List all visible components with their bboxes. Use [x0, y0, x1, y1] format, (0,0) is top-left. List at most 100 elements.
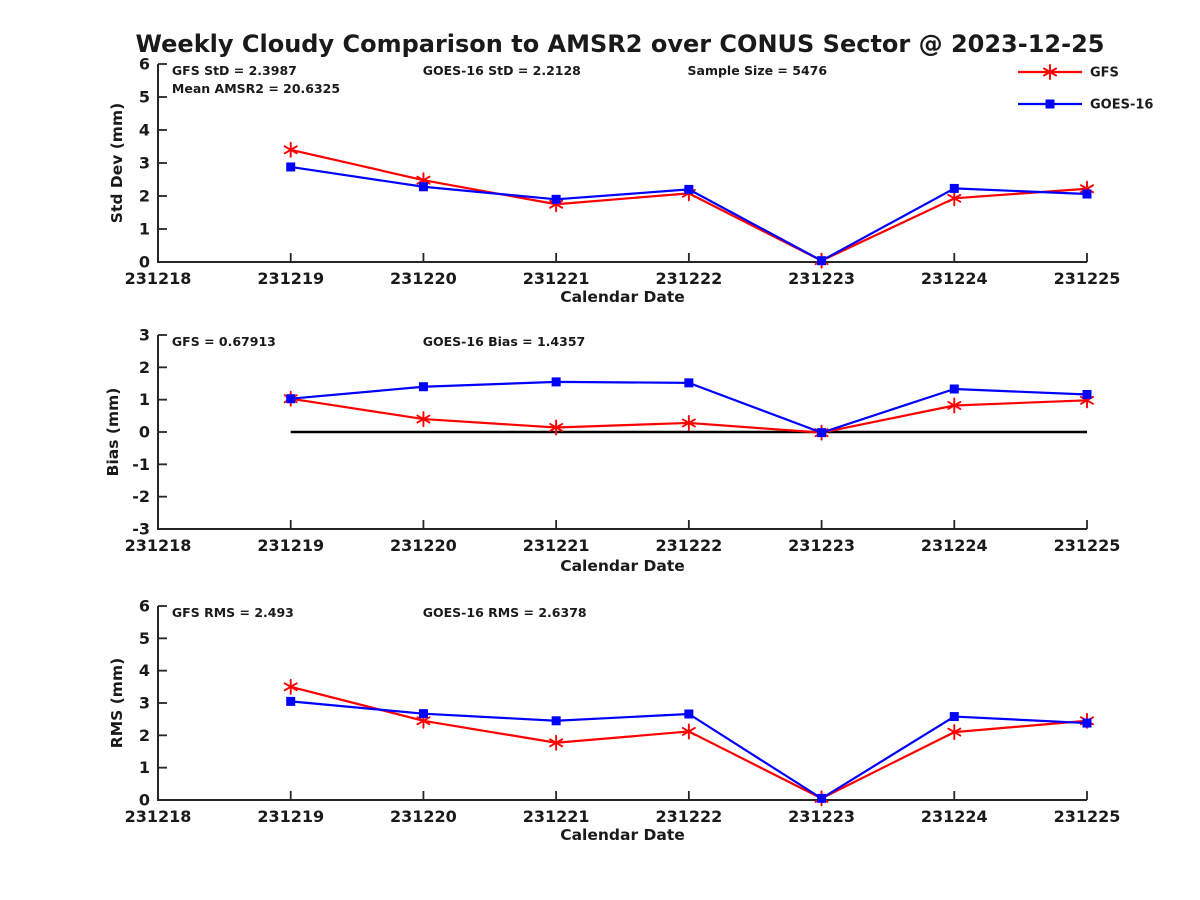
marker-asterisk-gfs: [549, 734, 564, 751]
marker-asterisk-gfs: [681, 723, 696, 740]
marker-square-goes-16: [949, 384, 959, 394]
legend-item-goes-16: GOES-16: [1018, 98, 1153, 113]
chart-title: Weekly Cloudy Comparison to AMSR2 over C…: [135, 30, 1105, 58]
y-tick-label: -3: [132, 520, 150, 539]
y-tick-label: 5: [139, 88, 150, 107]
x-tick-label: 231218: [125, 807, 192, 826]
annotation: GOES-16 StD = 2.2128: [423, 63, 581, 78]
x-tick-label: 231220: [390, 807, 457, 826]
y-tick-label: 6: [139, 597, 150, 616]
marker-square-goes-16: [1082, 189, 1092, 199]
x-tick-label: 231225: [1054, 807, 1121, 826]
marker-square-goes-16: [684, 709, 694, 719]
marker-square-goes-16: [551, 377, 561, 387]
x-tick-label: 231224: [921, 536, 988, 555]
annotation: GFS RMS = 2.493: [172, 605, 294, 620]
annotation: Mean AMSR2 = 20.6325: [172, 81, 340, 96]
marker-asterisk-gfs: [947, 397, 962, 414]
x-axis-label: Calendar Date: [560, 826, 685, 844]
legend-marker: [1042, 64, 1058, 80]
marker-square-goes-16: [551, 716, 561, 726]
y-tick-label: 4: [139, 661, 150, 680]
x-tick-label: 231224: [921, 269, 988, 288]
marker-square-goes-16: [418, 382, 428, 392]
x-tick-label: 231225: [1054, 536, 1121, 555]
y-tick-label: 2: [139, 726, 150, 745]
y-tick-label: 2: [139, 187, 150, 206]
panel-bias: -3 -2 -1 0 1 2 3 231218 231219 231220 231221 231222…: [104, 326, 1120, 576]
x-tick-label: 231218: [125, 269, 192, 288]
annotation: Sample Size = 5476: [688, 63, 828, 78]
marker-square-goes-16: [817, 256, 827, 266]
legend-item-gfs: GFS: [1018, 64, 1119, 81]
marker-asterisk-gfs: [549, 419, 564, 436]
panel-std-dev: 0 1 2 3 4 5 6 231218 231219 231220 231221 231222 231…: [108, 55, 1120, 307]
x-tick-label: 231223: [788, 536, 855, 555]
marker-square-goes-16: [286, 696, 296, 706]
y-axis-label: RMS (mm): [108, 658, 126, 748]
marker-square-goes-16: [949, 183, 959, 193]
x-tick-label: 231223: [788, 269, 855, 288]
series-line-gfs: [290, 148, 1088, 262]
y-tick-label: 2: [139, 358, 150, 377]
x-tick-label: 231218: [125, 536, 192, 555]
y-tick-label: 3: [139, 326, 150, 345]
marker-asterisk-gfs: [947, 190, 962, 207]
y-tick-label: -2: [132, 487, 150, 506]
marker-square-goes-16: [418, 182, 428, 192]
x-tick-label: 231221: [523, 269, 590, 288]
marker-square-goes-16: [949, 712, 959, 722]
marker-square-goes-16: [1082, 718, 1092, 728]
legend-marker: [1045, 99, 1055, 109]
series-line-gfs: [290, 685, 1088, 800]
x-tick-label: 231223: [788, 807, 855, 826]
y-axis-label: Bias (mm): [104, 388, 122, 477]
marker-square-goes-16: [1082, 389, 1092, 399]
y-tick-label: 1: [139, 220, 150, 239]
x-axis-label: Calendar Date: [560, 288, 685, 306]
marker-asterisk-gfs: [947, 724, 962, 741]
marker-square-goes-16: [286, 162, 296, 172]
panel-rms: 0 1 2 3 4 5 6 231218 231219 231220 231221 231222 231…: [108, 597, 1120, 845]
x-tick-label: 231219: [257, 536, 324, 555]
legend-label: GFS: [1090, 66, 1119, 81]
y-tick-label: 6: [139, 55, 150, 74]
y-tick-label: 3: [139, 154, 150, 173]
y-tick-label: 5: [139, 629, 150, 648]
x-tick-label: 231219: [257, 807, 324, 826]
y-tick-label: 0: [139, 253, 150, 272]
x-tick-label: 231221: [523, 807, 590, 826]
annotation: GOES-16 RMS = 2.6378: [423, 605, 587, 620]
x-tick-label: 231222: [655, 269, 722, 288]
marker-square-goes-16: [418, 709, 428, 719]
annotation: GOES-16 Bias = 1.4357: [423, 334, 585, 349]
marker-asterisk-gfs: [416, 411, 431, 428]
marker-square-goes-16: [684, 184, 694, 194]
marker-asterisk-gfs: [681, 414, 696, 431]
y-tick-label: 0: [139, 423, 150, 442]
y-tick-label: 1: [139, 758, 150, 777]
marker-asterisk-gfs: [283, 141, 298, 158]
x-tick-label: 231219: [257, 269, 324, 288]
y-tick-label: -1: [132, 455, 150, 474]
y-tick-label: 1: [139, 390, 150, 409]
y-tick-label: 3: [139, 694, 150, 713]
x-tick-label: 231225: [1054, 269, 1121, 288]
marker-square-goes-16: [551, 194, 561, 204]
annotation: GFS StD = 2.3987: [172, 63, 297, 78]
annotation: GFS = 0.67913: [172, 334, 276, 349]
x-tick-label: 231222: [655, 807, 722, 826]
x-axis-label: Calendar Date: [560, 557, 685, 575]
x-tick-label: 231221: [523, 536, 590, 555]
marker-asterisk-gfs: [283, 678, 298, 695]
series-line-goes-16: [290, 165, 1088, 262]
marker-square-goes-16: [286, 394, 296, 404]
x-tick-label: 231220: [390, 536, 457, 555]
y-tick-label: 0: [139, 791, 150, 810]
marker-square-goes-16: [684, 378, 694, 388]
y-tick-label: 4: [139, 121, 150, 140]
x-tick-label: 231224: [921, 807, 988, 826]
marker-square-goes-16: [817, 793, 827, 803]
legend: GFS GOES-16: [1018, 64, 1153, 113]
